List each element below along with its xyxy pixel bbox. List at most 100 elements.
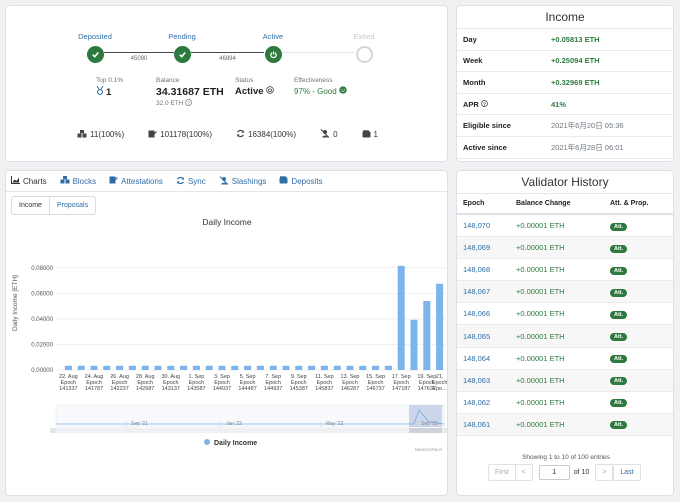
- income-value: 2021年6月20日 05:36: [551, 121, 624, 131]
- tab-slashings[interactable]: Slashings: [219, 171, 266, 192]
- scroll-right-button[interactable]: [444, 428, 447, 433]
- subtab-income[interactable]: Income: [19, 202, 42, 209]
- subtab-proposals[interactable]: Proposals: [48, 197, 95, 214]
- attestation-badge[interactable]: Att.: [610, 399, 628, 408]
- col-att-prop[interactable]: Att. & Prop.: [610, 200, 649, 207]
- income-bar[interactable]: [333, 365, 341, 370]
- tab-blocks[interactable]: Blocks: [60, 171, 96, 192]
- duty-cell: Att.: [610, 331, 670, 342]
- x-tick-label: 30. Aug Epoch 143137: [161, 374, 180, 392]
- chart-credits[interactable]: beaconcha.in: [415, 447, 442, 452]
- epoch-link[interactable]: 148,069: [463, 243, 491, 253]
- income-bar[interactable]: [346, 365, 354, 370]
- navigator-selection[interactable]: [409, 405, 442, 427]
- income-key: APR: [463, 99, 479, 109]
- income-bar[interactable]: [244, 365, 252, 370]
- income-bar[interactable]: [205, 365, 213, 370]
- attestation-badge[interactable]: Att.: [610, 244, 628, 253]
- income-bar[interactable]: [372, 365, 380, 370]
- tab-deposits[interactable]: Deposits: [279, 171, 323, 192]
- income-bar[interactable]: [128, 365, 136, 370]
- scroll-left-button[interactable]: [50, 428, 56, 433]
- epoch-link[interactable]: 148,066: [463, 309, 491, 319]
- help-icon[interactable]: ?: [185, 99, 193, 108]
- income-bar[interactable]: [384, 365, 392, 370]
- income-bar[interactable]: [308, 365, 316, 370]
- navigator-label: May '22: [326, 421, 344, 427]
- income-bar[interactable]: [116, 365, 124, 370]
- x-tick-label: 24. Aug Epoch 141787: [85, 374, 104, 392]
- step-label: Active: [262, 32, 284, 41]
- epoch-link[interactable]: 148,062: [463, 397, 491, 407]
- next-page-button[interactable]: >: [595, 464, 614, 481]
- first-page-button[interactable]: First: [488, 464, 516, 481]
- epoch-link[interactable]: 148,061: [463, 419, 491, 429]
- attestation-badge[interactable]: Att.: [610, 421, 628, 430]
- last-page-button[interactable]: Last: [613, 464, 641, 481]
- epoch-link[interactable]: 148,068: [463, 265, 491, 275]
- income-bar[interactable]: [269, 365, 277, 370]
- income-bar[interactable]: [282, 365, 290, 370]
- help-icon[interactable]: ?: [481, 99, 488, 109]
- income-bar[interactable]: [436, 283, 444, 370]
- income-bar[interactable]: [77, 365, 85, 370]
- balance-change: +0.00001 ETH: [516, 419, 565, 429]
- epoch-link[interactable]: 148,070: [463, 221, 491, 231]
- income-bar[interactable]: [167, 365, 175, 370]
- history-table-header: Epoch Balance Change Att. & Prop.: [457, 194, 673, 215]
- income-bar[interactable]: [218, 365, 226, 370]
- chart-navigator[interactable]: Sep '21 Jan '22 May '22 Sep '22: [50, 404, 447, 433]
- entries-info: Showing 1 to 10 of 100 entries: [522, 454, 610, 461]
- income-bar[interactable]: [295, 365, 303, 370]
- epoch-link[interactable]: 148,065: [463, 331, 491, 341]
- x-tick-epoch-word: Epoch: [137, 380, 153, 386]
- epoch-link[interactable]: 148,067: [463, 287, 491, 297]
- income-bar[interactable]: [320, 365, 328, 370]
- attestation-badge[interactable]: Att.: [610, 288, 628, 297]
- rank-number: 1: [106, 86, 112, 98]
- tab-charts[interactable]: Charts: [11, 171, 47, 192]
- attestation-badge[interactable]: Att.: [610, 355, 628, 364]
- x-tick-epoch: 141337: [59, 386, 77, 392]
- tab-attestations[interactable]: Attestations: [109, 171, 163, 192]
- attestation-badge[interactable]: Att.: [610, 266, 628, 275]
- chart-legend[interactable]: Daily Income: [204, 439, 257, 447]
- smile-icon: [339, 86, 347, 96]
- col-epoch[interactable]: Epoch: [463, 200, 485, 207]
- tab-sync[interactable]: Sync: [176, 171, 206, 192]
- x-tick-label: 9. Sep Epoch 145387: [290, 374, 308, 392]
- income-bar[interactable]: [103, 365, 111, 370]
- attestation-badge[interactable]: Att.: [610, 222, 628, 231]
- income-bar[interactable]: [256, 365, 264, 370]
- prev-page-button[interactable]: <: [515, 464, 533, 481]
- income-bar[interactable]: [397, 265, 405, 370]
- step-active: Active: [243, 32, 303, 63]
- income-key: Eligible since: [463, 121, 511, 131]
- income-bar[interactable]: [90, 365, 98, 370]
- epoch-link[interactable]: 148,063: [463, 375, 491, 385]
- navigator-scrollbar[interactable]: [56, 428, 444, 433]
- income-bar[interactable]: [231, 365, 239, 370]
- income-bar[interactable]: [192, 365, 200, 370]
- scrollbar-thumb[interactable]: [409, 428, 442, 433]
- income-bar[interactable]: [180, 365, 188, 370]
- attestation-badge[interactable]: Att.: [610, 310, 628, 319]
- balance-label: Balance: [156, 77, 180, 84]
- income-bar[interactable]: [141, 365, 149, 370]
- attestation-badge[interactable]: Att.: [610, 333, 628, 342]
- epoch-link[interactable]: 148,064: [463, 353, 491, 363]
- chart-gridlines: [56, 267, 446, 371]
- income-bar[interactable]: [64, 365, 72, 370]
- income-bar[interactable]: [359, 365, 367, 370]
- income-bar[interactable]: [423, 301, 431, 370]
- x-tick-label: 22. Aug Epoch 141337: [59, 374, 78, 392]
- income-bar[interactable]: [410, 319, 418, 370]
- x-tick-label: 7. Sep Epoch 144937: [264, 374, 282, 392]
- table-row: 148,068 +0.00001 ETH Att.: [457, 259, 673, 282]
- x-tick-epoch-word: Epoch: [393, 380, 409, 386]
- page-number-input[interactable]: 1: [538, 465, 570, 480]
- col-balance-change[interactable]: Balance Change: [516, 200, 571, 207]
- income-bar[interactable]: [154, 365, 162, 370]
- table-row: 148,063 +0.00001 ETH Att.: [457, 369, 673, 392]
- attestation-badge[interactable]: Att.: [610, 377, 628, 386]
